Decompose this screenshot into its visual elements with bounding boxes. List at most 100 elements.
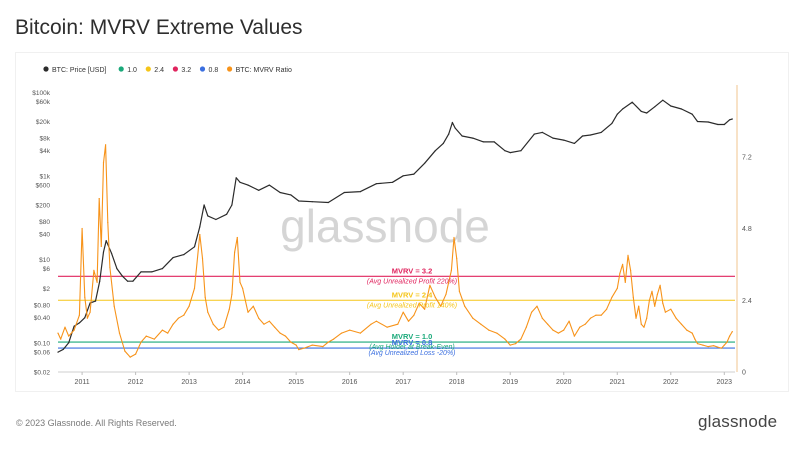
y-left-tick-label: $6 — [43, 266, 51, 273]
price-point — [640, 110, 642, 112]
mvrv-point — [646, 317, 648, 319]
price-point — [442, 142, 444, 144]
mvrv-point — [552, 329, 554, 331]
y-left-tick-label: $0.10 — [34, 340, 51, 347]
mvrv-point — [234, 251, 236, 253]
price-point — [161, 268, 163, 270]
y-left-tick-label: $100k — [32, 90, 50, 97]
mvrv-point — [651, 290, 653, 292]
mvrv-point — [193, 287, 196, 289]
x-tick-label: 2016 — [342, 379, 358, 386]
y-left-tick-label: $0.06 — [34, 350, 51, 357]
mvrv-point — [263, 323, 265, 325]
legend-marker-2 — [145, 66, 151, 72]
price-point — [729, 119, 731, 121]
price-point — [541, 131, 543, 133]
mvrv-point — [675, 317, 677, 319]
mvrv-point — [236, 236, 238, 239]
price-point — [616, 113, 618, 115]
price-point — [573, 142, 576, 144]
mvrv-point — [723, 344, 725, 346]
price-point — [94, 300, 97, 302]
mvrv-point — [619, 272, 621, 274]
mvrv-point — [140, 341, 142, 343]
price-point — [520, 150, 522, 152]
mvrv-point — [311, 344, 313, 346]
mvrv-point — [161, 329, 163, 331]
x-tick-label: 2011 — [75, 379, 90, 386]
mvrv-point — [624, 281, 626, 283]
mvrv-point — [584, 323, 586, 325]
price-point — [258, 189, 260, 191]
mvrv-point — [627, 254, 629, 256]
price-point — [631, 101, 633, 103]
price-point — [62, 348, 64, 350]
price-point — [172, 257, 174, 259]
price-point — [68, 342, 70, 344]
price-point — [298, 200, 300, 202]
mvrv-point — [84, 296, 86, 298]
y-left-tick-label: $0.80 — [34, 303, 51, 310]
price-point — [290, 194, 292, 196]
footer-logo: glassnode — [698, 412, 778, 431]
price-point — [127, 280, 129, 282]
legend-marker-4 — [199, 66, 206, 72]
price-point — [73, 325, 75, 327]
x-tick-label: 2014 — [235, 379, 251, 386]
y-left-tick-label: $0.40 — [34, 315, 51, 322]
mvrv-point — [664, 311, 667, 313]
mvrv-point — [81, 227, 83, 230]
price-point — [57, 351, 59, 353]
mvrv-point — [102, 162, 105, 164]
threshold-label: MVRV = 2.4 — [392, 290, 433, 299]
price-point — [670, 105, 672, 107]
price-point — [717, 123, 719, 126]
legend-marker-1 — [118, 66, 124, 72]
mvrv-point — [153, 338, 155, 340]
chart-title: Bitcoin: MVRV Extreme Values — [15, 16, 303, 39]
mvrv-point — [731, 331, 733, 333]
legend-label-0: BTC: Price [USD] — [52, 67, 107, 74]
mvrv-point — [458, 290, 460, 292]
mvrv-point — [93, 269, 95, 271]
price-point — [434, 150, 436, 152]
mvrv-point — [536, 305, 538, 307]
mvrv-point — [242, 287, 244, 289]
mvrv-point — [520, 338, 522, 340]
mvrv-point — [223, 326, 225, 328]
x-tick-label: 2021 — [609, 379, 625, 386]
mvrv-point — [145, 335, 147, 337]
mvrv-point — [488, 329, 490, 331]
price-point — [183, 254, 185, 256]
x-axis: 2011 2012 2013 2014 2015 2016 2017 2018 2019 2020… — [58, 371, 735, 386]
mvrv-point — [589, 317, 592, 319]
price-point — [121, 275, 123, 277]
mvrv-point — [212, 323, 214, 325]
mvrv-point — [702, 344, 704, 346]
y-axis-right: 0 2.4 4.8 7.2 — [736, 85, 752, 377]
price-point — [424, 162, 426, 164]
price-point — [472, 137, 474, 139]
mvrv-point — [199, 233, 201, 236]
y-left-tick-label: $2 — [43, 286, 51, 293]
mvrv-point — [643, 326, 645, 328]
mvrv-point — [640, 323, 642, 325]
price-point — [413, 173, 415, 175]
price-point — [311, 201, 313, 203]
mvrv-point — [440, 305, 442, 307]
legend-marker-5 — [227, 66, 233, 72]
price-point — [231, 204, 233, 206]
mvrv-point — [109, 266, 111, 268]
legend-label-4: 0.8 — [209, 67, 219, 74]
mvrv-point — [622, 263, 624, 265]
mvrv-point — [284, 335, 287, 337]
series-line-price — [57, 99, 733, 353]
price-point — [235, 177, 237, 179]
price-point — [116, 268, 118, 270]
mvrv-point — [188, 305, 190, 307]
x-tick-label: 2020 — [556, 379, 572, 386]
y-left-tick-label: $0.02 — [34, 370, 51, 377]
mvrv-point — [64, 326, 66, 328]
price-point — [105, 240, 107, 242]
mvrv-point — [453, 236, 455, 239]
